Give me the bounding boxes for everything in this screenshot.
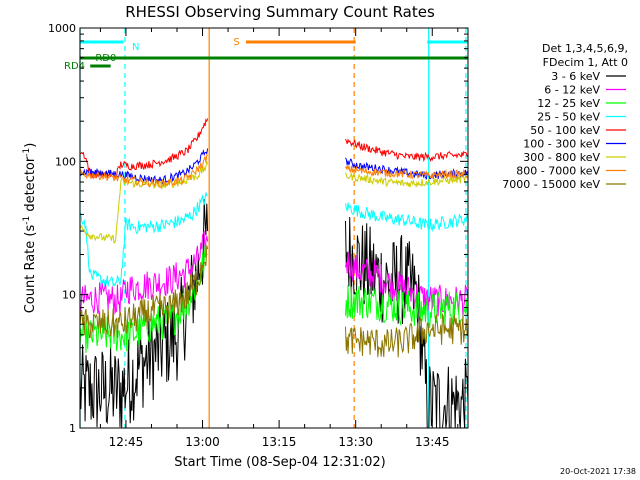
- legend-label-4: 25 - 50 keV: [537, 111, 600, 124]
- y-axis-label: Count Rate (s-1 detector-1): [22, 143, 38, 314]
- legend-label-5: 50 - 100 keV: [530, 124, 600, 137]
- flag-label-s: S: [233, 37, 239, 48]
- series-trace-8-part-2: [345, 163, 469, 180]
- chart-title: RHESSI Observing Summary Count Rates: [125, 3, 435, 21]
- y-tick-label-2: 10: [62, 289, 76, 302]
- y-axis-label-exp-2: -1: [22, 148, 32, 157]
- y-tick-label-4: 1000: [48, 22, 76, 35]
- y-axis-label-part-3: ): [23, 143, 38, 148]
- x-tick-label-1: 12:45: [109, 435, 144, 449]
- series-trace-8-part-1: [79, 153, 208, 189]
- x-tick-label-4: 13:30: [338, 435, 373, 449]
- legend-header-line-2: FDecim 1, Att 0: [543, 56, 628, 69]
- legend-label-7: 300 - 800 keV: [523, 151, 600, 164]
- series-trace-7-part-1: [79, 161, 209, 244]
- series-trace-1-part-1: [79, 199, 209, 428]
- series-trace-4-part-2: [345, 202, 469, 233]
- legend-label-2: 6 - 12 keV: [544, 84, 600, 97]
- y-axis-label-part-2: detector: [23, 156, 38, 216]
- plot-frame: [79, 27, 469, 429]
- x-tick-label-3: 13:15: [262, 435, 297, 449]
- flag-label-rd0: RD0: [95, 53, 116, 64]
- legend-label-3: 12 - 25 keV: [537, 97, 600, 110]
- flag-label-rd4: RD4: [64, 61, 85, 72]
- series-trace-7-part-2: [345, 172, 469, 188]
- series-trace-4-part-1: [79, 192, 208, 288]
- y-tick-label-3: 100: [55, 155, 76, 168]
- y-axis: 1 10 100 1000: [48, 22, 468, 435]
- legend-header-line-1: Det 1,3,4,5,6,9,: [542, 42, 628, 55]
- flag-label-n: N: [132, 42, 139, 53]
- series-trace-9-part-2: [345, 312, 469, 358]
- series-trace-3-part-2: [345, 285, 469, 328]
- series-trace-2-part-1: [79, 230, 209, 315]
- plot-area: N S RD0 RD4: [64, 28, 469, 429]
- series-trace-5-part-2: [345, 138, 469, 163]
- y-axis-label-part-1: Count Rate (s: [23, 225, 38, 314]
- legend-label-1: 3 - 6 keV: [551, 70, 600, 83]
- y-tick-label-1: 1: [69, 422, 76, 435]
- x-axis-label: Start Time (08-Sep-04 12:31:02): [174, 455, 385, 470]
- legend: Det 1,3,4,5,6,9, FDecim 1, Att 0 3 - 6 k…: [502, 42, 628, 191]
- x-axis: 12:45 13:00 13:15 13:30 13:45: [99, 28, 459, 449]
- legend-label-8: 800 - 7000 keV: [516, 165, 600, 178]
- x-tick-label-2: 13:00: [185, 435, 220, 449]
- legend-label-9: 7000 - 15000 keV: [502, 178, 600, 191]
- y-axis-label-exp-1: -1: [22, 216, 32, 225]
- legend-label-6: 100 - 300 keV: [523, 138, 600, 151]
- timestamp: 20-Oct-2021 17:38: [560, 467, 636, 476]
- series-trace-9-part-1: [79, 245, 209, 339]
- x-tick-label-5: 13:45: [415, 435, 450, 449]
